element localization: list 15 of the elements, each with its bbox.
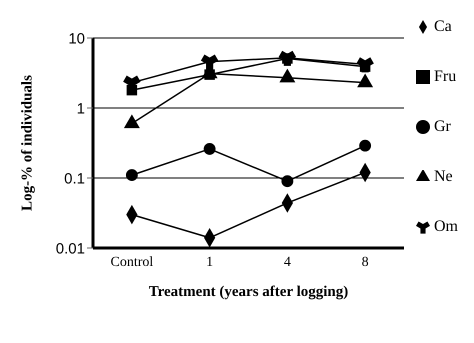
legend-label: Gr xyxy=(434,118,451,135)
legend-label: Ne xyxy=(434,168,453,185)
legend-label: Ca xyxy=(434,18,452,35)
y-tick-label: 0.1 xyxy=(64,170,85,188)
x-tick-label: 8 xyxy=(362,254,369,270)
legend-label: Fru xyxy=(434,68,456,85)
y-tick-label: 1 xyxy=(76,100,85,118)
x-axis-title: Treatment (years after logging) xyxy=(148,284,348,300)
legend-label: Om xyxy=(434,218,458,235)
x-tick-label: 1 xyxy=(206,254,214,270)
x-tick-label: Control xyxy=(110,254,154,270)
y-tick-label: 10 xyxy=(68,30,85,48)
x-tick-label: 4 xyxy=(284,254,291,270)
y-axis-title: Log-% of individuals xyxy=(19,74,36,211)
y-tick-label: 0.01 xyxy=(56,240,85,258)
